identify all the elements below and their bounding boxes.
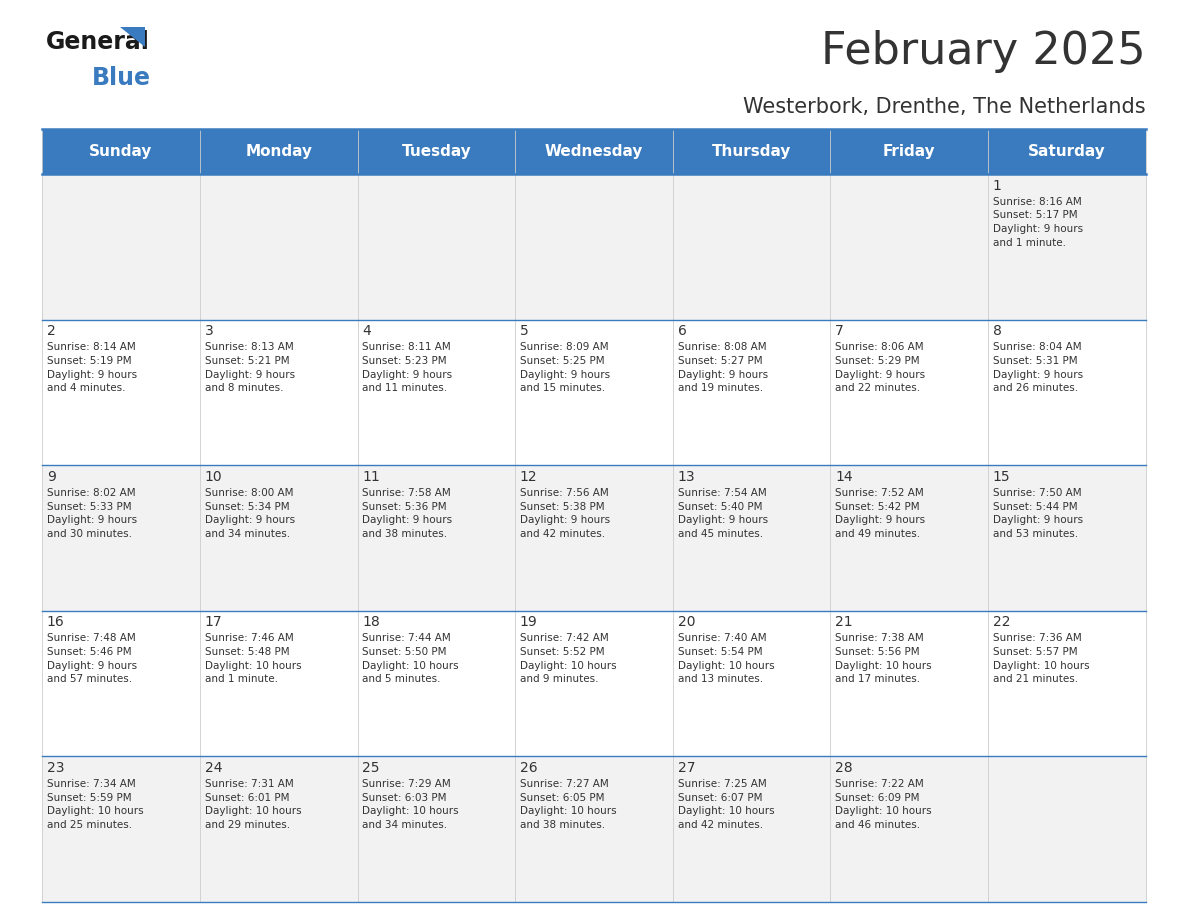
Text: Sunrise: 7:29 AM
Sunset: 6:03 PM
Daylight: 10 hours
and 34 minutes.: Sunrise: 7:29 AM Sunset: 6:03 PM Dayligh… — [362, 779, 459, 830]
Text: 22: 22 — [993, 615, 1010, 630]
Bar — [42, 319, 1146, 465]
Text: Sunrise: 7:46 AM
Sunset: 5:48 PM
Daylight: 10 hours
and 1 minute.: Sunrise: 7:46 AM Sunset: 5:48 PM Dayligh… — [204, 633, 301, 684]
Text: Sunrise: 8:06 AM
Sunset: 5:29 PM
Daylight: 9 hours
and 22 minutes.: Sunrise: 8:06 AM Sunset: 5:29 PM Dayligh… — [835, 342, 925, 393]
Text: 9: 9 — [46, 470, 56, 484]
Text: 2: 2 — [46, 324, 56, 339]
Text: Sunrise: 7:36 AM
Sunset: 5:57 PM
Daylight: 10 hours
and 21 minutes.: Sunrise: 7:36 AM Sunset: 5:57 PM Dayligh… — [993, 633, 1089, 684]
Text: Friday: Friday — [883, 144, 936, 159]
Text: Sunday: Sunday — [89, 144, 153, 159]
Text: 3: 3 — [204, 324, 214, 339]
Text: 12: 12 — [520, 470, 537, 484]
Text: 1: 1 — [993, 179, 1001, 193]
Text: 16: 16 — [46, 615, 64, 630]
Text: Sunrise: 8:14 AM
Sunset: 5:19 PM
Daylight: 9 hours
and 4 minutes.: Sunrise: 8:14 AM Sunset: 5:19 PM Dayligh… — [46, 342, 137, 393]
Bar — [42, 756, 1146, 902]
Text: 7: 7 — [835, 324, 843, 339]
Bar — [42, 465, 1146, 610]
Text: Sunrise: 8:08 AM
Sunset: 5:27 PM
Daylight: 9 hours
and 19 minutes.: Sunrise: 8:08 AM Sunset: 5:27 PM Dayligh… — [677, 342, 767, 393]
Text: Wednesday: Wednesday — [545, 144, 643, 159]
Text: Sunrise: 7:44 AM
Sunset: 5:50 PM
Daylight: 10 hours
and 5 minutes.: Sunrise: 7:44 AM Sunset: 5:50 PM Dayligh… — [362, 633, 459, 684]
Text: 13: 13 — [677, 470, 695, 484]
Text: Sunrise: 7:42 AM
Sunset: 5:52 PM
Daylight: 10 hours
and 9 minutes.: Sunrise: 7:42 AM Sunset: 5:52 PM Dayligh… — [520, 633, 617, 684]
Text: Sunrise: 7:31 AM
Sunset: 6:01 PM
Daylight: 10 hours
and 29 minutes.: Sunrise: 7:31 AM Sunset: 6:01 PM Dayligh… — [204, 779, 301, 830]
Text: Blue: Blue — [91, 66, 151, 90]
Text: Monday: Monday — [245, 144, 312, 159]
Text: Sunrise: 7:25 AM
Sunset: 6:07 PM
Daylight: 10 hours
and 42 minutes.: Sunrise: 7:25 AM Sunset: 6:07 PM Dayligh… — [677, 779, 775, 830]
Bar — [42, 174, 1146, 319]
Text: 19: 19 — [520, 615, 538, 630]
Text: Tuesday: Tuesday — [402, 144, 472, 159]
Text: 4: 4 — [362, 324, 371, 339]
Text: Sunrise: 8:04 AM
Sunset: 5:31 PM
Daylight: 9 hours
and 26 minutes.: Sunrise: 8:04 AM Sunset: 5:31 PM Dayligh… — [993, 342, 1083, 393]
Text: Sunrise: 7:22 AM
Sunset: 6:09 PM
Daylight: 10 hours
and 46 minutes.: Sunrise: 7:22 AM Sunset: 6:09 PM Dayligh… — [835, 779, 931, 830]
Text: Sunrise: 7:40 AM
Sunset: 5:54 PM
Daylight: 10 hours
and 13 minutes.: Sunrise: 7:40 AM Sunset: 5:54 PM Dayligh… — [677, 633, 775, 684]
Text: 14: 14 — [835, 470, 853, 484]
Text: 8: 8 — [993, 324, 1001, 339]
Text: 24: 24 — [204, 761, 222, 775]
Text: Saturday: Saturday — [1028, 144, 1106, 159]
Text: 28: 28 — [835, 761, 853, 775]
Text: Sunrise: 7:54 AM
Sunset: 5:40 PM
Daylight: 9 hours
and 45 minutes.: Sunrise: 7:54 AM Sunset: 5:40 PM Dayligh… — [677, 488, 767, 539]
Text: 25: 25 — [362, 761, 380, 775]
Text: Thursday: Thursday — [712, 144, 791, 159]
Text: Sunrise: 7:58 AM
Sunset: 5:36 PM
Daylight: 9 hours
and 38 minutes.: Sunrise: 7:58 AM Sunset: 5:36 PM Dayligh… — [362, 488, 453, 539]
Text: 11: 11 — [362, 470, 380, 484]
Bar — [42, 129, 1146, 174]
Text: Sunrise: 7:34 AM
Sunset: 5:59 PM
Daylight: 10 hours
and 25 minutes.: Sunrise: 7:34 AM Sunset: 5:59 PM Dayligh… — [46, 779, 144, 830]
Text: Sunrise: 7:48 AM
Sunset: 5:46 PM
Daylight: 9 hours
and 57 minutes.: Sunrise: 7:48 AM Sunset: 5:46 PM Dayligh… — [46, 633, 137, 684]
Text: 18: 18 — [362, 615, 380, 630]
Text: 26: 26 — [520, 761, 537, 775]
Text: Sunrise: 8:13 AM
Sunset: 5:21 PM
Daylight: 9 hours
and 8 minutes.: Sunrise: 8:13 AM Sunset: 5:21 PM Dayligh… — [204, 342, 295, 393]
Text: 21: 21 — [835, 615, 853, 630]
Text: 6: 6 — [677, 324, 687, 339]
Text: 17: 17 — [204, 615, 222, 630]
Bar — [42, 610, 1146, 756]
Text: 5: 5 — [520, 324, 529, 339]
Text: Sunrise: 8:02 AM
Sunset: 5:33 PM
Daylight: 9 hours
and 30 minutes.: Sunrise: 8:02 AM Sunset: 5:33 PM Dayligh… — [46, 488, 137, 539]
Text: Sunrise: 7:56 AM
Sunset: 5:38 PM
Daylight: 9 hours
and 42 minutes.: Sunrise: 7:56 AM Sunset: 5:38 PM Dayligh… — [520, 488, 609, 539]
Text: 10: 10 — [204, 470, 222, 484]
Text: 23: 23 — [46, 761, 64, 775]
Text: Sunrise: 7:52 AM
Sunset: 5:42 PM
Daylight: 9 hours
and 49 minutes.: Sunrise: 7:52 AM Sunset: 5:42 PM Dayligh… — [835, 488, 925, 539]
Text: General: General — [45, 29, 150, 53]
Polygon shape — [120, 27, 145, 47]
Text: 27: 27 — [677, 761, 695, 775]
Text: Sunrise: 8:09 AM
Sunset: 5:25 PM
Daylight: 9 hours
and 15 minutes.: Sunrise: 8:09 AM Sunset: 5:25 PM Dayligh… — [520, 342, 609, 393]
Text: 15: 15 — [993, 470, 1011, 484]
Text: Sunrise: 7:27 AM
Sunset: 6:05 PM
Daylight: 10 hours
and 38 minutes.: Sunrise: 7:27 AM Sunset: 6:05 PM Dayligh… — [520, 779, 617, 830]
Text: Westerbork, Drenthe, The Netherlands: Westerbork, Drenthe, The Netherlands — [744, 97, 1146, 118]
Text: Sunrise: 8:16 AM
Sunset: 5:17 PM
Daylight: 9 hours
and 1 minute.: Sunrise: 8:16 AM Sunset: 5:17 PM Dayligh… — [993, 196, 1083, 248]
Text: Sunrise: 8:00 AM
Sunset: 5:34 PM
Daylight: 9 hours
and 34 minutes.: Sunrise: 8:00 AM Sunset: 5:34 PM Dayligh… — [204, 488, 295, 539]
Text: Sunrise: 7:38 AM
Sunset: 5:56 PM
Daylight: 10 hours
and 17 minutes.: Sunrise: 7:38 AM Sunset: 5:56 PM Dayligh… — [835, 633, 931, 684]
Text: Sunrise: 8:11 AM
Sunset: 5:23 PM
Daylight: 9 hours
and 11 minutes.: Sunrise: 8:11 AM Sunset: 5:23 PM Dayligh… — [362, 342, 453, 393]
Text: Sunrise: 7:50 AM
Sunset: 5:44 PM
Daylight: 9 hours
and 53 minutes.: Sunrise: 7:50 AM Sunset: 5:44 PM Dayligh… — [993, 488, 1083, 539]
Text: 20: 20 — [677, 615, 695, 630]
Text: February 2025: February 2025 — [821, 29, 1146, 73]
